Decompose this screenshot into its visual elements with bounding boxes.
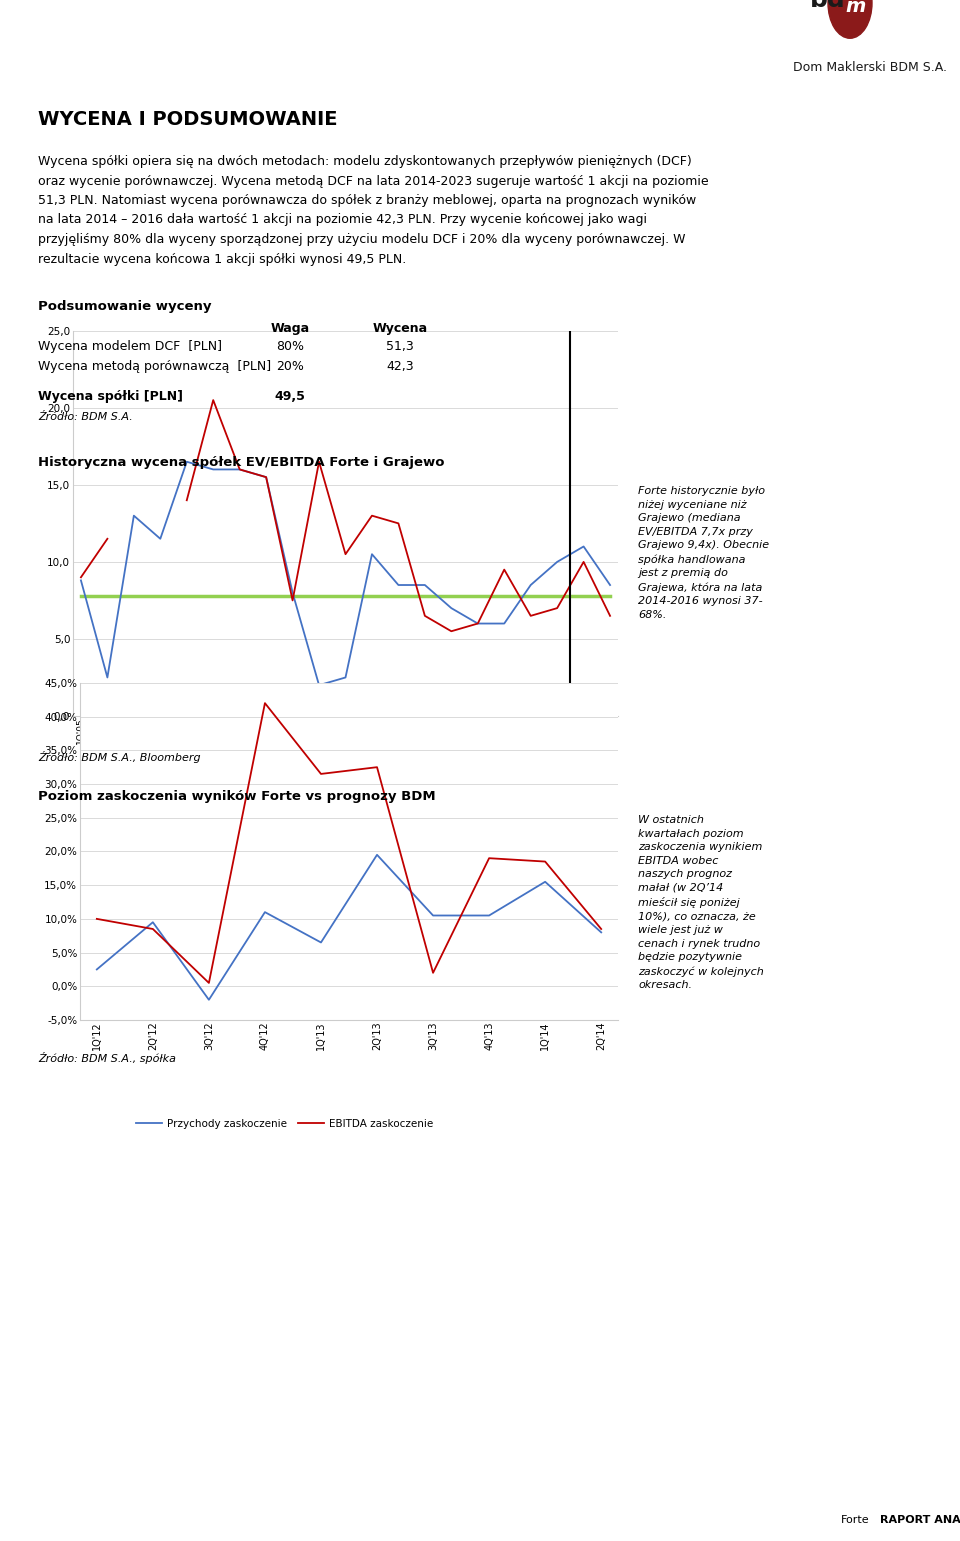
Circle shape [828, 0, 872, 39]
Text: 20%: 20% [276, 361, 304, 373]
Text: 51,3 PLN. Natomiast wycena porównawcza do spółek z branży meblowej, oparta na pr: 51,3 PLN. Natomiast wycena porównawcza d… [38, 194, 696, 206]
Text: Wycena spółki [PLN]: Wycena spółki [PLN] [38, 390, 183, 404]
Text: Podsumowanie wyceny: Podsumowanie wyceny [38, 300, 211, 313]
Text: Wycena metodą porównawczą  [PLN]: Wycena metodą porównawczą [PLN] [38, 361, 271, 373]
Text: Wycena spółki opiera się na dwóch metodach: modelu zdyskontowanych przepływów pi: Wycena spółki opiera się na dwóch metoda… [38, 156, 692, 168]
Text: Wycena: Wycena [372, 322, 427, 334]
Text: W ostatnich
kwartałach poziom
zaskoczenia wynikiem
EBITDA wobec
naszych prognoz
: W ostatnich kwartałach poziom zaskoczeni… [638, 815, 764, 991]
Text: Źródło: BDM S.A., Bloomberg: Źródło: BDM S.A., Bloomberg [38, 750, 201, 763]
Legend: Przychody zaskoczenie, EBITDA zaskoczenie: Przychody zaskoczenie, EBITDA zaskoczeni… [132, 1114, 437, 1133]
Text: Źródło: BDM S.A., spółka: Źródło: BDM S.A., spółka [38, 1053, 176, 1063]
Text: Forte historycznie było
niżej wyceniane niż
Grajewo (mediana
EV/EBITDA 7,7x przy: Forte historycznie było niżej wyceniane … [638, 485, 769, 619]
Text: Źródło: BDM S.A.: Źródło: BDM S.A. [38, 411, 132, 422]
Text: 51,3: 51,3 [386, 341, 414, 353]
Text: Dom Maklerski BDM S.A.: Dom Maklerski BDM S.A. [793, 60, 947, 74]
Text: WYCENA I PODSUMOWANIE: WYCENA I PODSUMOWANIE [38, 109, 338, 129]
Text: RAPORT ANALITYCZNY: RAPORT ANALITYCZNY [880, 1515, 960, 1526]
Text: 80%: 80% [276, 341, 304, 353]
Text: m: m [846, 0, 866, 15]
Text: Poziom zaskoczenia wyników Forte vs prognozy BDM: Poziom zaskoczenia wyników Forte vs prog… [38, 791, 436, 803]
Text: Forte: Forte [841, 1515, 870, 1526]
Text: rezultacie wycena końcowa 1 akcji spółki wynosi 49,5 PLN.: rezultacie wycena końcowa 1 akcji spółki… [38, 253, 406, 265]
Text: przyjęliśmy 80% dla wyceny sporządzonej przy użyciu modelu DCF i 20% dla wyceny : przyjęliśmy 80% dla wyceny sporządzonej … [38, 233, 685, 247]
Text: Wycena modelem DCF  [PLN]: Wycena modelem DCF [PLN] [38, 341, 222, 353]
Text: oraz wycenie porównawczej. Wycena metodą DCF na lata 2014-2023 sugeruje wartość : oraz wycenie porównawczej. Wycena metodą… [38, 174, 708, 188]
Text: Waga: Waga [271, 322, 309, 334]
Text: 42,3: 42,3 [386, 361, 414, 373]
Text: na lata 2014 – 2016 dała wartość 1 akcji na poziomie 42,3 PLN. Przy wycenie końc: na lata 2014 – 2016 dała wartość 1 akcji… [38, 214, 647, 227]
Text: Historyczna wycena spółek EV/EBITDA Forte i Grajewo: Historyczna wycena spółek EV/EBITDA Fort… [38, 456, 444, 468]
Text: 49,5: 49,5 [275, 390, 305, 404]
Text: bd: bd [810, 0, 846, 12]
Legend: Forte, Grajewo, Mediana Forte: Forte, Grajewo, Mediana Forte [147, 815, 414, 834]
